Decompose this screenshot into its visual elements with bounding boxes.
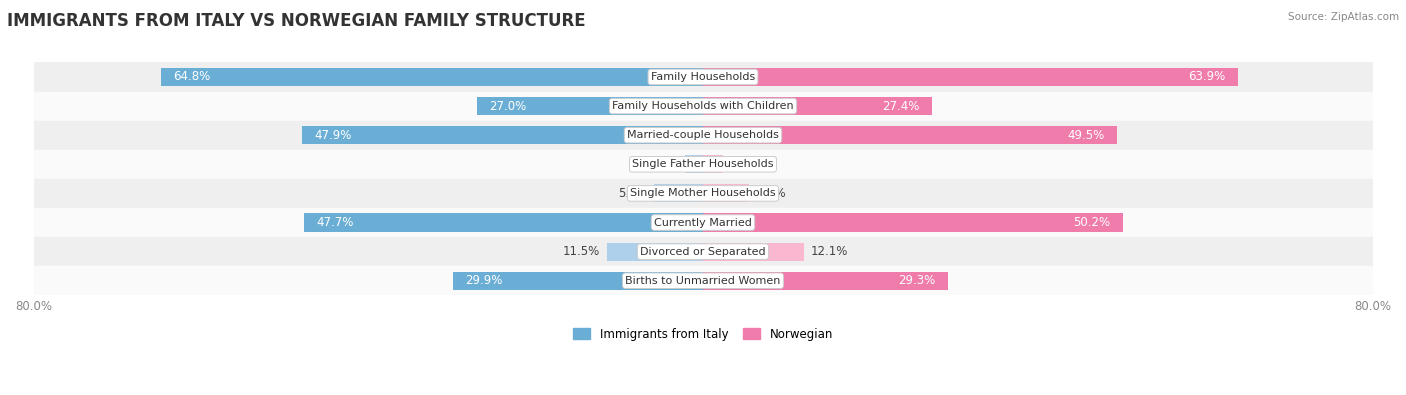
Bar [34,120,1372,150]
Bar [703,68,1237,86]
Text: Family Households with Children: Family Households with Children [612,101,794,111]
Text: 63.9%: 63.9% [1188,70,1225,83]
Text: 29.9%: 29.9% [465,274,503,287]
Text: 47.7%: 47.7% [316,216,354,229]
Bar [302,126,703,144]
Bar [703,243,804,261]
Bar [703,155,723,173]
Bar [607,243,703,261]
Bar [34,266,1372,295]
Text: 64.8%: 64.8% [173,70,211,83]
Text: Births to Unmarried Women: Births to Unmarried Women [626,276,780,286]
Bar [34,62,1372,92]
Bar [160,68,703,86]
Text: 47.9%: 47.9% [315,129,352,142]
Text: 29.3%: 29.3% [898,274,935,287]
Text: 2.4%: 2.4% [730,158,759,171]
Text: 12.1%: 12.1% [811,245,848,258]
Bar [34,179,1372,208]
Text: 2.1%: 2.1% [648,158,679,171]
Text: Family Households: Family Households [651,72,755,82]
Text: 11.5%: 11.5% [562,245,600,258]
Bar [703,97,932,115]
Bar [477,97,703,115]
Text: Divorced or Separated: Divorced or Separated [640,246,766,257]
Bar [453,272,703,290]
Bar [686,155,703,173]
Text: Single Father Households: Single Father Households [633,159,773,169]
Text: IMMIGRANTS FROM ITALY VS NORWEGIAN FAMILY STRUCTURE: IMMIGRANTS FROM ITALY VS NORWEGIAN FAMIL… [7,12,586,30]
Text: Single Mother Households: Single Mother Households [630,188,776,198]
Bar [703,272,948,290]
Bar [703,213,1123,231]
Bar [654,184,703,202]
Text: Source: ZipAtlas.com: Source: ZipAtlas.com [1288,12,1399,22]
Text: 5.8%: 5.8% [619,187,648,200]
Text: 27.0%: 27.0% [489,100,527,113]
Text: 50.2%: 50.2% [1073,216,1111,229]
Bar [34,92,1372,120]
Text: 49.5%: 49.5% [1067,129,1105,142]
Legend: Immigrants from Italy, Norwegian: Immigrants from Italy, Norwegian [572,327,834,340]
Bar [703,126,1118,144]
Text: 27.4%: 27.4% [883,100,920,113]
Bar [34,237,1372,266]
Text: Currently Married: Currently Married [654,218,752,228]
Bar [34,208,1372,237]
Bar [304,213,703,231]
Bar [703,184,749,202]
Text: 5.5%: 5.5% [755,187,786,200]
Bar [34,150,1372,179]
Text: Married-couple Households: Married-couple Households [627,130,779,140]
